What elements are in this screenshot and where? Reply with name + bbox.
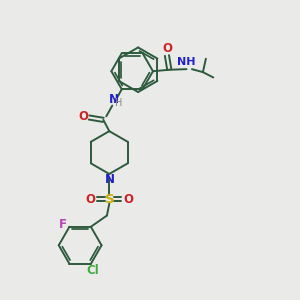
Text: F: F [59, 218, 67, 231]
Text: O: O [162, 42, 172, 56]
Text: N: N [109, 93, 119, 106]
Text: S: S [105, 193, 115, 206]
Text: Cl: Cl [87, 264, 100, 277]
Text: H: H [115, 98, 122, 108]
Text: N: N [105, 173, 115, 186]
Text: O: O [124, 193, 134, 206]
Text: O: O [85, 193, 95, 206]
Text: NH: NH [177, 57, 195, 67]
Text: O: O [79, 110, 89, 122]
